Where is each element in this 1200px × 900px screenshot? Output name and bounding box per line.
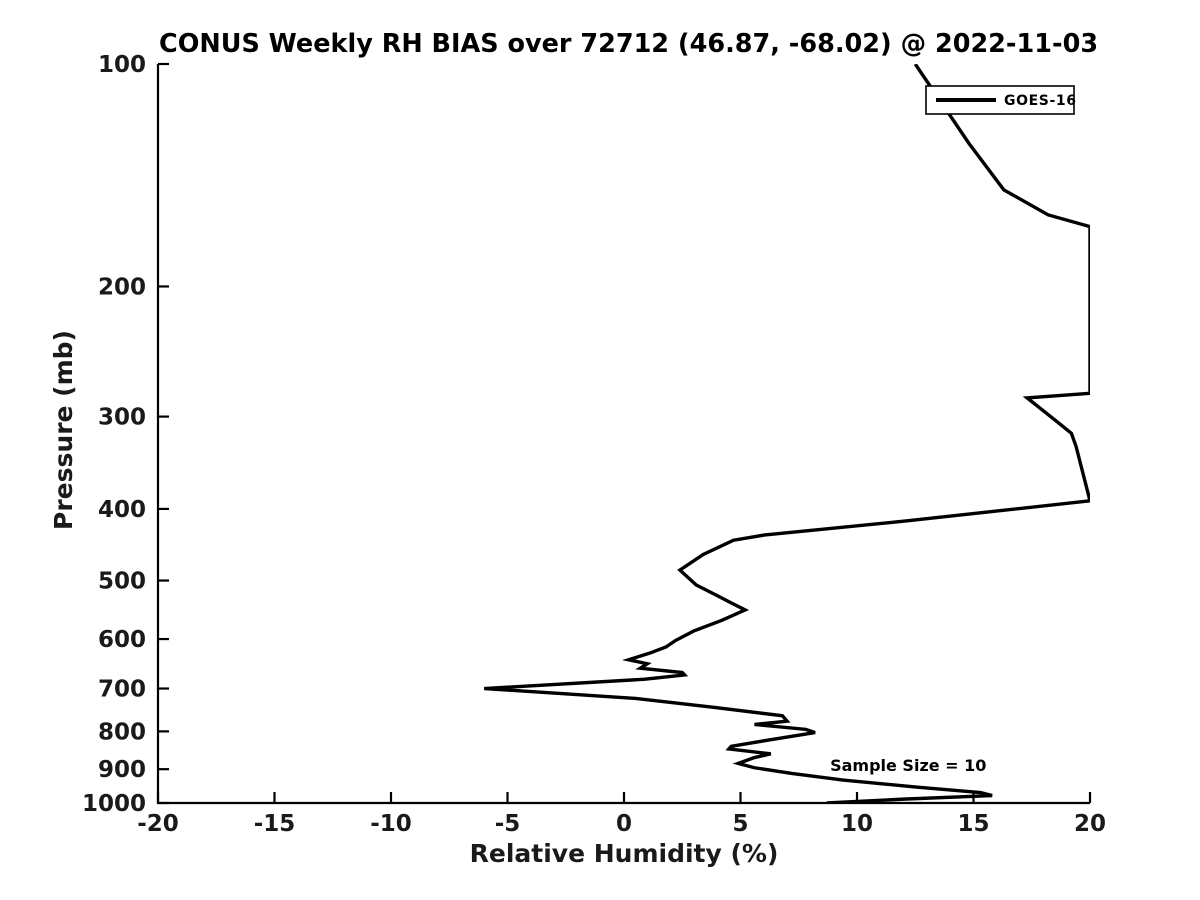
y-axis-tick-labels: 100 200 300 400 500 600 700 800 900 1000 xyxy=(82,52,146,817)
x-tick-label-15: 15 xyxy=(957,811,989,837)
x-tick-label-5: 5 xyxy=(732,811,748,837)
y-tick-label-200: 200 xyxy=(98,274,146,300)
page-title: CONUS Weekly RH BIAS over 72712 (46.87, … xyxy=(159,29,1098,59)
y-tick-label-300: 300 xyxy=(98,405,146,431)
legend-label-goes-16: GOES-16 xyxy=(1004,93,1077,109)
x-tick-label-20: 20 xyxy=(1074,811,1106,837)
x-tick-label-10: 10 xyxy=(841,811,873,837)
y-tick-label-100: 100 xyxy=(98,52,146,78)
y-axis-label: Pressure (mb) xyxy=(49,330,78,530)
x-tick-label--15: -15 xyxy=(254,811,296,837)
data-series-group xyxy=(484,64,1090,803)
legend[interactable]: GOES-16 xyxy=(925,85,1077,115)
x-axis-tick-labels: -20 -15 -10 -5 0 5 10 15 20 xyxy=(137,811,1106,837)
annotation-sample-size: Sample Size = 10 xyxy=(830,756,986,775)
y-axis-ticks xyxy=(158,62,169,805)
x-tick-label--20: -20 xyxy=(137,811,179,837)
y-tick-label-900: 900 xyxy=(98,757,146,783)
y-tick-label-700: 700 xyxy=(98,677,146,703)
y-tick-label-600: 600 xyxy=(98,627,146,653)
y-tick-label-500: 500 xyxy=(98,569,146,595)
y-tick-label-1000: 1000 xyxy=(82,791,146,817)
series-line-goes-16 xyxy=(484,64,1090,803)
x-tick-label--5: -5 xyxy=(495,811,521,837)
chart-annotations: Sample Size = 10 xyxy=(830,756,986,775)
x-axis-label: Relative Humidity (%) xyxy=(470,839,779,868)
x-tick-label-0: 0 xyxy=(616,811,632,837)
y-tick-label-400: 400 xyxy=(98,497,146,523)
x-tick-label--10: -10 xyxy=(370,811,412,837)
y-tick-label-800: 800 xyxy=(98,719,146,745)
axis-spines xyxy=(156,64,1090,805)
